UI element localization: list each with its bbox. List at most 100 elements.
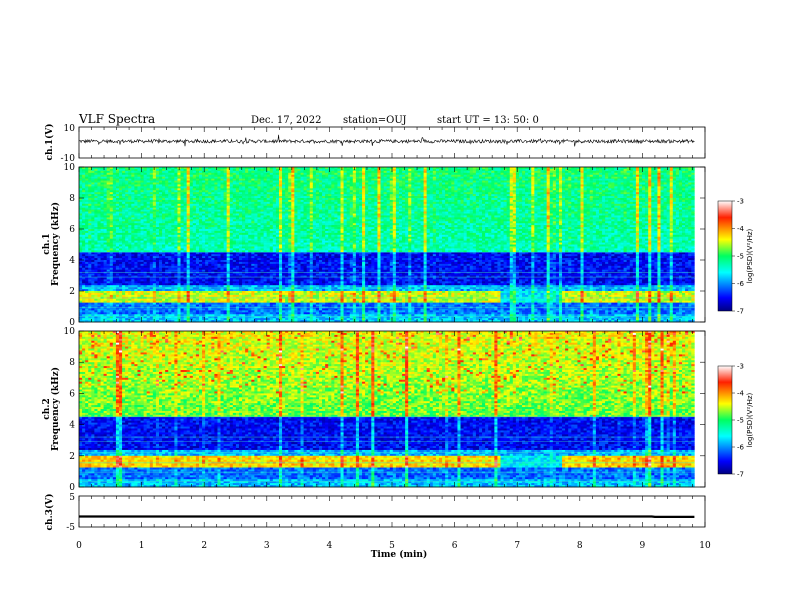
spectrogram-cell [137,293,140,295]
spectrogram-cell [122,262,125,264]
spectrogram-cell [101,204,104,206]
spectrogram-cell [79,305,82,307]
spectrogram-cell [119,233,122,235]
spectrogram-cell [88,184,91,186]
spectrogram-cell [101,237,104,239]
spectrogram-cell [97,258,100,260]
spectrogram-cell [113,221,116,223]
spectrogram-cell [131,175,134,177]
spectrogram-cell [91,239,94,241]
spectrogram-cell [125,227,128,229]
spectrogram-cell [119,186,122,188]
spectrogram-cell [128,173,131,175]
spectrogram-cell [131,208,134,210]
spectrogram-cell [107,274,110,276]
spectrogram-cell [131,225,134,227]
spectrogram-cell [110,177,113,179]
spectrogram-cell [137,184,140,186]
spectrogram-cell [137,227,140,229]
spectrogram-cell [97,192,100,194]
spectrogram-cell [107,184,110,186]
spectrogram-cell [101,270,104,272]
spectrogram-cell [113,181,116,183]
spectrogram-cell [97,277,100,279]
spectrogram-cell [110,237,113,239]
spectrogram-cell [85,206,88,208]
spectrogram-cell [141,219,144,221]
spectrogram-cell [113,246,116,248]
spectrogram-cell [104,235,107,237]
spectrogram-cell [113,169,116,171]
spectrogram-cell [101,268,104,270]
spectrogram-cell [125,312,128,314]
spectrogram-cell [128,227,131,229]
spectrogram-cell [128,248,131,250]
spectrogram-cell [79,277,82,279]
spectrogram-cell [88,171,91,173]
spectrogram-cell [137,175,140,177]
spectrogram-cell [91,283,94,285]
spectrogram-cell [128,307,131,309]
spectrogram-cell [104,210,107,212]
spectrogram-cell [101,262,104,264]
spectrogram-cell [134,307,137,309]
spectrogram-cell [131,181,134,183]
spectrogram-cell [88,307,91,309]
spectrogram-cell [94,264,97,266]
spectrogram-cell [134,239,137,241]
spectrogram-cell [107,295,110,297]
spectrogram-cell [137,231,140,233]
spectrogram-cell [125,179,128,181]
spectrogram-cell [85,241,88,243]
spectrogram-cell [122,169,125,171]
spectrogram-cell [85,194,88,196]
spectrogram-cell [97,217,100,219]
spectrogram-cell [119,314,122,316]
spectrogram-cell [125,239,128,241]
spectrogram-cell [125,225,128,227]
spectrogram-cell [131,289,134,291]
spectrogram-cell [104,214,107,216]
spectrogram-cell [137,285,140,287]
spectrogram-cell [94,217,97,219]
spectrogram-cell [125,208,128,210]
spectrogram-cell [122,305,125,307]
spectrogram-cell [107,305,110,307]
spectrogram-cell [125,192,128,194]
spectrogram-cell [101,266,104,268]
spectrogram-cell [79,262,82,264]
spectrogram-cell [101,258,104,260]
spectrogram-cell [131,210,134,212]
spectrogram-cell [137,270,140,272]
spectrogram-cell [104,283,107,285]
spectrogram-cell [128,246,131,248]
spectrogram-cell [82,293,85,295]
spectrogram-cell [110,268,113,270]
spectrogram-cell [104,266,107,268]
spectrogram-cell [110,279,113,281]
spectrogram-cell [85,258,88,260]
spectrogram-cell [116,239,119,241]
spectrogram-cell [101,246,104,248]
panel-spectrogram-ch1: 1086420 ch.1 Frequency (kHz) [42,163,705,328]
spectrogram-cell [116,262,119,264]
spectrogram-cell [107,171,110,173]
spectrogram-cell [101,310,104,312]
spectrogram-cell [94,210,97,212]
spectrogram-cell [116,217,119,219]
spectrogram-cell [134,295,137,297]
spectrogram-cell [79,202,82,204]
spectrogram-cell [110,289,113,291]
spectrogram-cell [125,221,128,223]
spectrogram-cell [94,227,97,229]
spectrogram-cell [119,283,122,285]
spectrogram-cell [110,227,113,229]
spectrogram-cell [88,258,91,260]
spectrogram-cell [101,196,104,198]
spectrogram-cell [101,186,104,188]
spectrogram-cell [110,256,113,258]
spectrogram-cell [110,171,113,173]
spectrogram-cell [101,299,104,301]
spectrogram-cell [113,225,116,227]
spectrogram-cell [88,279,91,281]
